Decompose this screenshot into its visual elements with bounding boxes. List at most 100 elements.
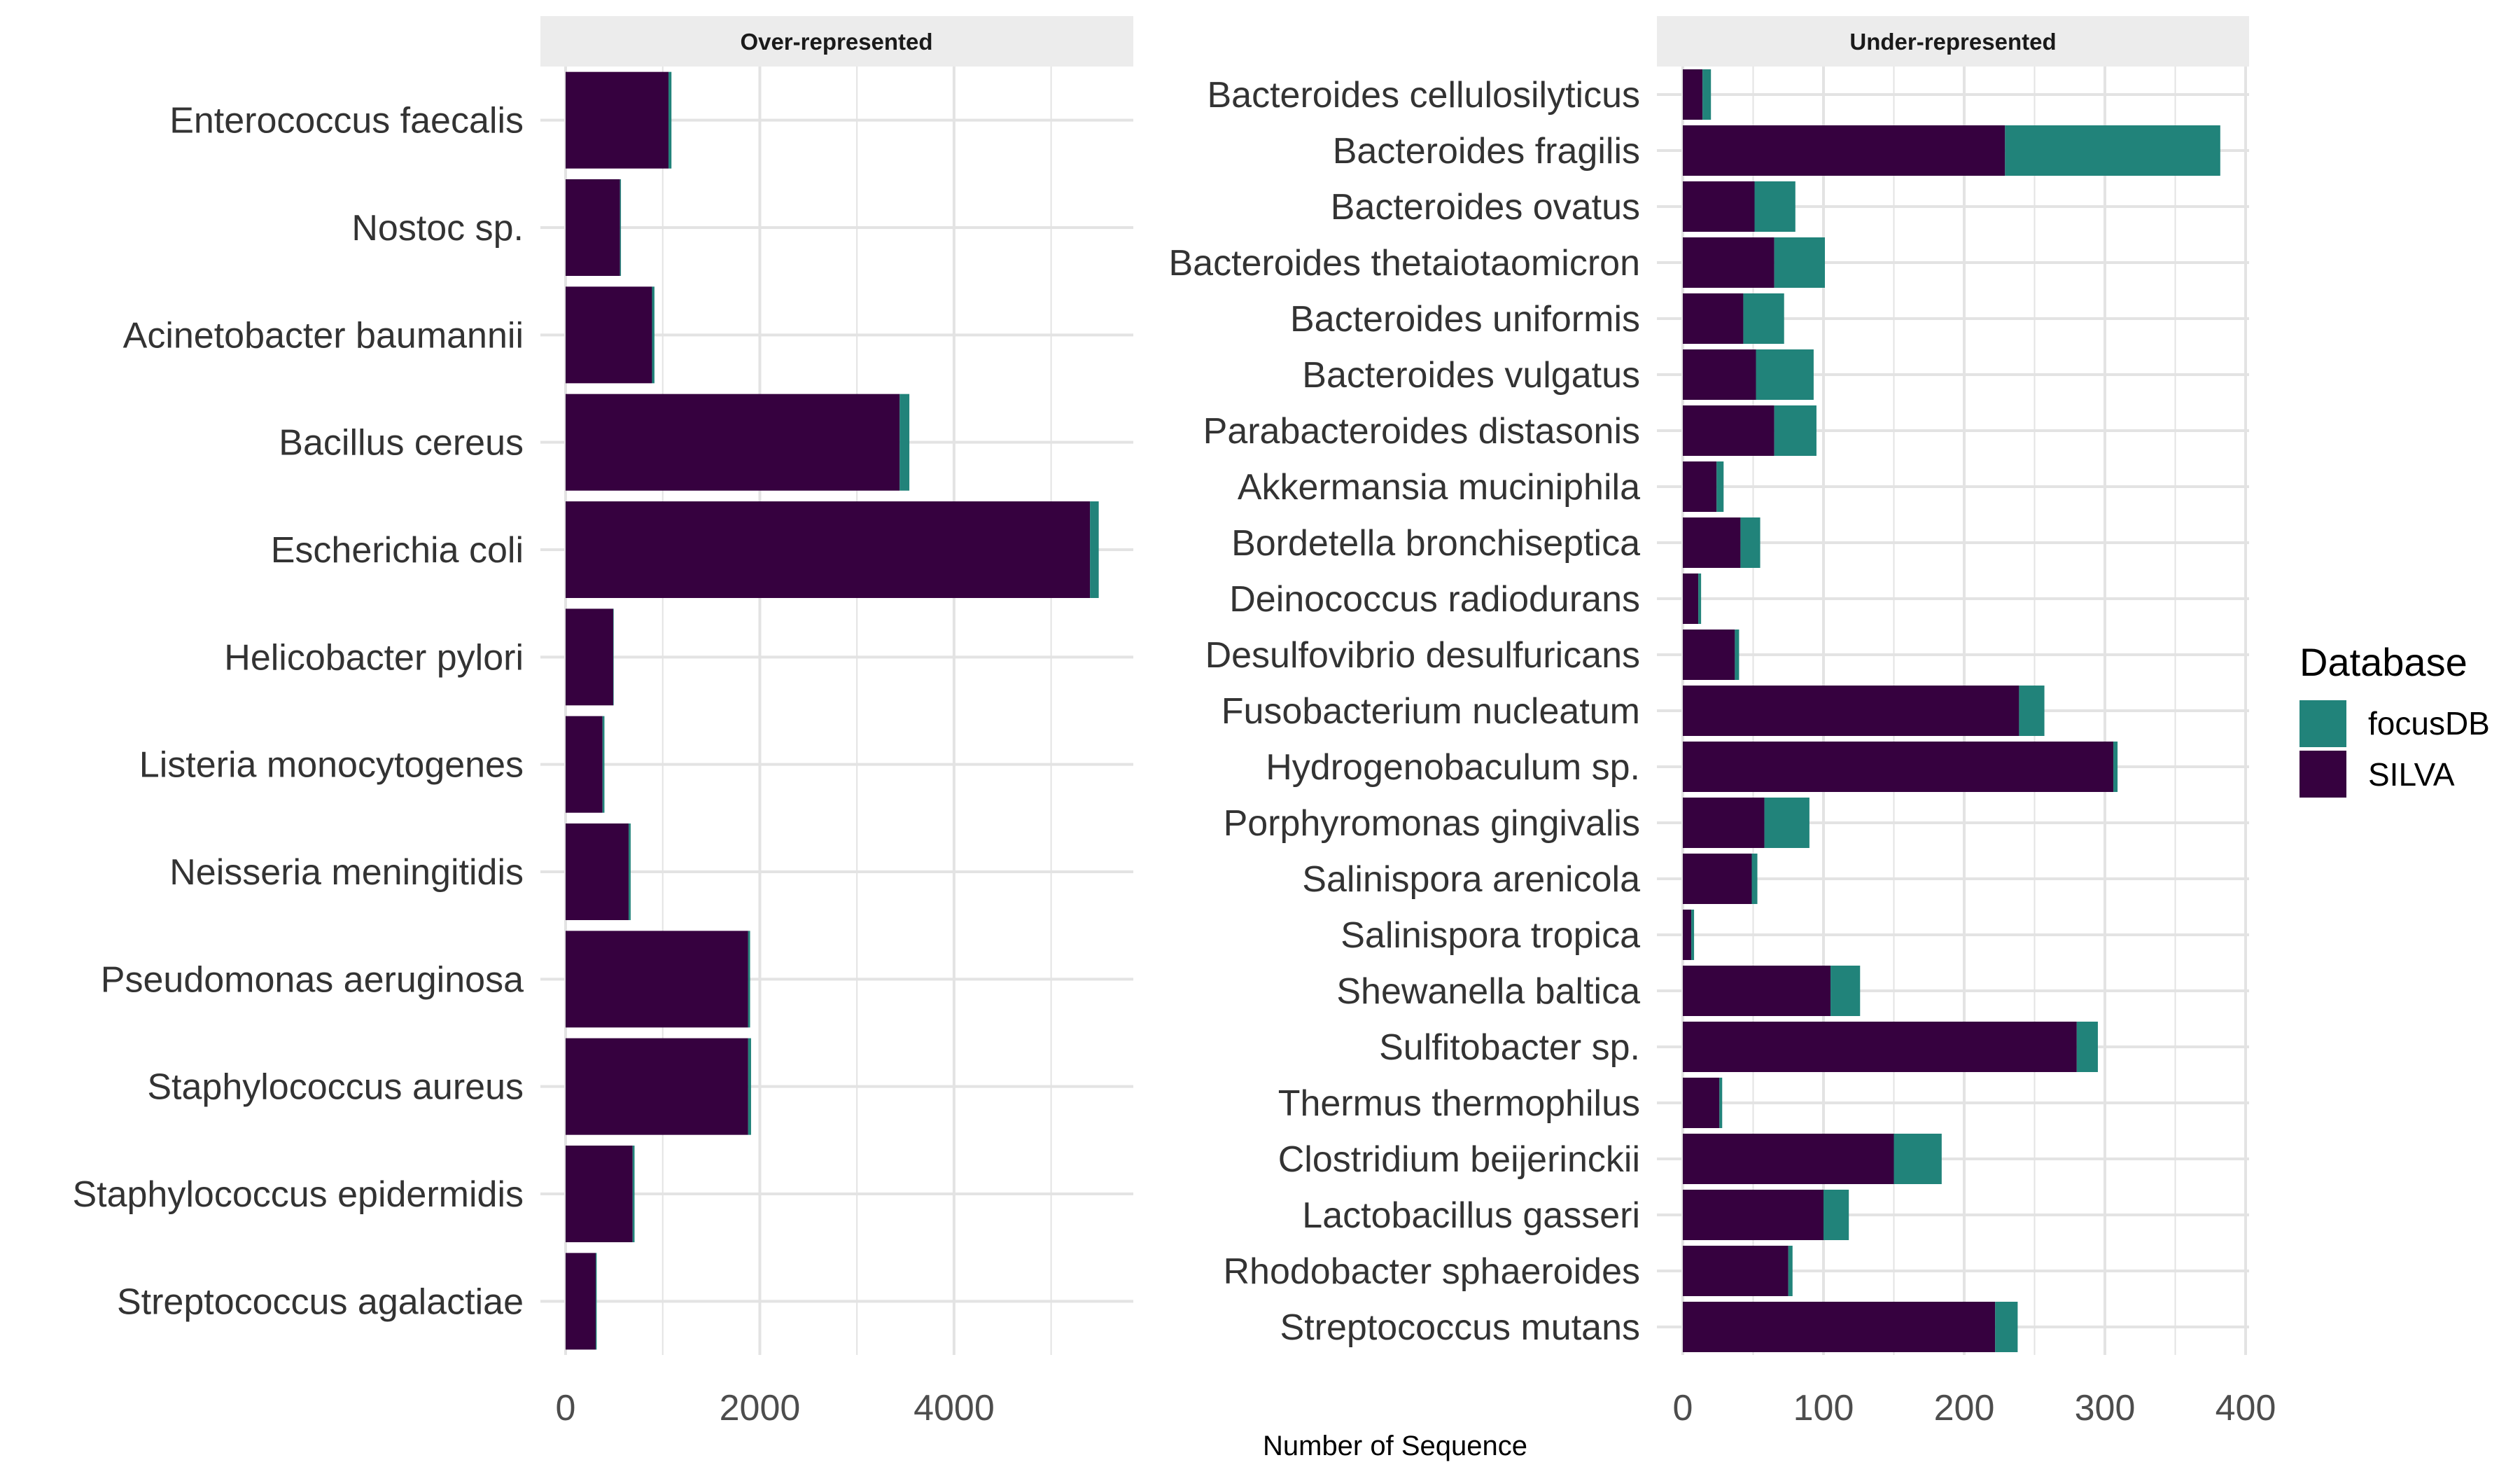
y-tick-label: Deinococcus radiodurans (1229, 579, 1640, 620)
bar-focusdb-bacteroides-fragilis (2005, 125, 2220, 176)
bars (1683, 69, 2220, 1352)
bar-silva-bacillus-cereus (566, 394, 900, 491)
bar-focusdb-escherichia-coli (1090, 501, 1099, 598)
bar-focusdb-staphylococcus-epidermidis (632, 1146, 635, 1242)
bar-focusdb-enterococcus-faecalis (668, 71, 672, 169)
bar-focusdb-salinispora-tropica (1691, 910, 1695, 960)
bar-focusdb-bacteroides-thetaiotaomicron (1774, 237, 1826, 288)
panel-title: Over-represented (740, 29, 932, 55)
bar-focusdb-akkermansia-muciniphila (1716, 461, 1724, 512)
bar-silva-rhodobacter-sphaeroides (1683, 1246, 1788, 1296)
y-tick-label: Hydrogenobaculum sp. (1266, 747, 1640, 788)
bar-silva-listeria-monocytogenes (566, 716, 603, 813)
legend: Database focusDB SILVA (2300, 640, 2490, 798)
legend-label-focusdb: focusDB (2368, 705, 2490, 742)
bar-silva-fusobacterium-nucleatum (1683, 686, 2019, 736)
bar-silva-escherichia-coli (566, 501, 1091, 598)
x-tick-label: 4000 (913, 1388, 995, 1428)
x-tick-label: 200 (1934, 1388, 1995, 1428)
bar-focusdb-helicobacter-pylori (612, 609, 614, 706)
y-tick-label: Pseudomonas aeruginosa (101, 959, 524, 1000)
y-tick-label: Fusobacterium nucleatum (1222, 691, 1640, 732)
panel-over-represented: Over-represented Enterococcus faecalis No… (72, 16, 1133, 1428)
x-tick-label: 0 (556, 1388, 576, 1428)
y-tick-label: Streptococcus agalactiae (117, 1281, 524, 1322)
legend-label-silva: SILVA (2368, 756, 2455, 793)
y-tick-label: Staphylococcus epidermidis (72, 1174, 524, 1215)
y-tick-label: Bacteroides uniformis (1290, 299, 1640, 340)
y-tick-labels: Enterococcus faecalis Nostoc sp. Acinetoba… (72, 101, 524, 1323)
y-tick-label: Parabacteroides distasonis (1203, 411, 1640, 452)
y-tick-label: Clostridium beijerinckii (1278, 1139, 1640, 1180)
bar-focusdb-streptococcus-mutans (1995, 1302, 2018, 1352)
panel-strip (1657, 16, 2249, 67)
bar-silva-bordetella-bronchiseptica (1683, 517, 1741, 568)
bar-focusdb-deinococcus-radiodurans (1698, 573, 1702, 624)
bar-focusdb-desulfovibrio-desulfuricans (1735, 630, 1740, 680)
y-tick-label: Bacteroides ovatus (1331, 187, 1640, 228)
y-tick-label: Akkermansia muciniphila (1238, 467, 1640, 508)
bar-silva-salinispora-arenicola (1683, 854, 1752, 904)
bar-focusdb-salinispora-arenicola (1751, 854, 1758, 904)
bar-silva-deinococcus-radiodurans (1683, 573, 1699, 624)
y-tick-label: Bacteroides fragilis (1333, 131, 1640, 172)
y-tick-label: Neisseria meningitidis (169, 852, 524, 893)
x-tick-label: 300 (2075, 1388, 2136, 1428)
y-tick-label: Bacteroides vulgatus (1302, 355, 1640, 396)
bar-silva-staphylococcus-epidermidis (566, 1146, 633, 1242)
y-tick-label: Sulfitobacter sp. (1379, 1027, 1640, 1068)
bar-silva-thermus-thermophilus (1683, 1078, 1720, 1128)
bar-silva-streptococcus-mutans (1683, 1302, 1996, 1352)
bar-focusdb-neisseria-meningitidis (629, 823, 631, 920)
panel-title: Under-represented (1849, 29, 2056, 55)
y-tick-label: Staphylococcus aureus (147, 1067, 524, 1108)
legend-swatch-silva (2300, 751, 2346, 798)
panel-strip (540, 16, 1133, 67)
bar-silva-bacteroides-uniformis (1683, 293, 1744, 344)
legend-title: Database (2300, 640, 2468, 684)
bar-focusdb-bordetella-bronchiseptica (1740, 517, 1760, 568)
y-tick-label: Bacillus cereus (279, 423, 524, 464)
x-tick-label: 400 (2216, 1388, 2276, 1428)
bar-silva-clostridium-beijerinckii (1683, 1134, 1894, 1184)
bar-focusdb-bacteroides-ovatus (1754, 181, 1795, 232)
bar-focusdb-hydrogenobaculum-sp (2113, 742, 2118, 792)
x-tick-labels: 0 2000 4000 (556, 1388, 995, 1428)
y-tick-label: Bordetella bronchiseptica (1231, 523, 1640, 564)
bar-silva-enterococcus-faecalis (566, 71, 669, 169)
bar-silva-salinispora-tropica (1683, 910, 1692, 960)
y-tick-label: Acinetobacter baumannii (123, 315, 524, 356)
y-tick-label: Salinispora arenicola (1302, 859, 1640, 900)
bar-silva-bacteroides-thetaiotaomicron (1683, 237, 1774, 288)
bar-focusdb-parabacteroides-distasonis (1774, 405, 1816, 456)
bar-focusdb-pseudomonas-aeruginosa (748, 931, 750, 1028)
y-tick-label: Listeria monocytogenes (139, 745, 524, 786)
bar-focusdb-fusobacterium-nucleatum (2019, 686, 2045, 736)
y-tick-label: Streptococcus mutans (1280, 1307, 1640, 1348)
bar-silva-helicobacter-pylori (566, 609, 613, 706)
bar-silva-acinetobacter-baumannii (566, 286, 652, 384)
bar-focusdb-staphylococcus-aureus (748, 1038, 751, 1135)
bar-silva-streptococcus-agalactiae (566, 1253, 596, 1350)
y-tick-label: Bacteroides thetaiotaomicron (1169, 243, 1641, 284)
x-axis-title: Number of Sequence (1263, 1431, 1527, 1461)
panel-under-represented: Under-represented Bacteroides cellulosil… (1169, 16, 2276, 1428)
bar-silva-pseudomonas-aeruginosa (566, 931, 748, 1028)
y-tick-label: Escherichia coli (271, 530, 524, 571)
y-tick-label: Desulfovibrio desulfuricans (1205, 635, 1640, 676)
y-tick-label: Rhodobacter sphaeroides (1223, 1251, 1640, 1292)
x-tick-label: 2000 (720, 1388, 801, 1428)
bar-focusdb-rhodobacter-sphaeroides (1788, 1246, 1793, 1296)
bar-silva-nostoc-sp (566, 179, 620, 276)
bar-silva-bacteroides-cellulosilyticus (1683, 69, 1703, 120)
y-tick-label: Nostoc sp. (351, 208, 524, 249)
bar-focusdb-porphyromonas-gingivalis (1764, 798, 1809, 848)
bar-silva-bacteroides-vulgatus (1683, 349, 1756, 400)
y-tick-label: Salinispora tropica (1340, 915, 1640, 956)
bar-silva-hydrogenobaculum-sp (1683, 742, 2114, 792)
bar-silva-staphylococcus-aureus (566, 1038, 748, 1135)
y-tick-label: Porphyromonas gingivalis (1224, 803, 1640, 844)
y-tick-label: Thermus thermophilus (1278, 1083, 1640, 1124)
y-tick-label: Helicobacter pylori (224, 637, 524, 678)
